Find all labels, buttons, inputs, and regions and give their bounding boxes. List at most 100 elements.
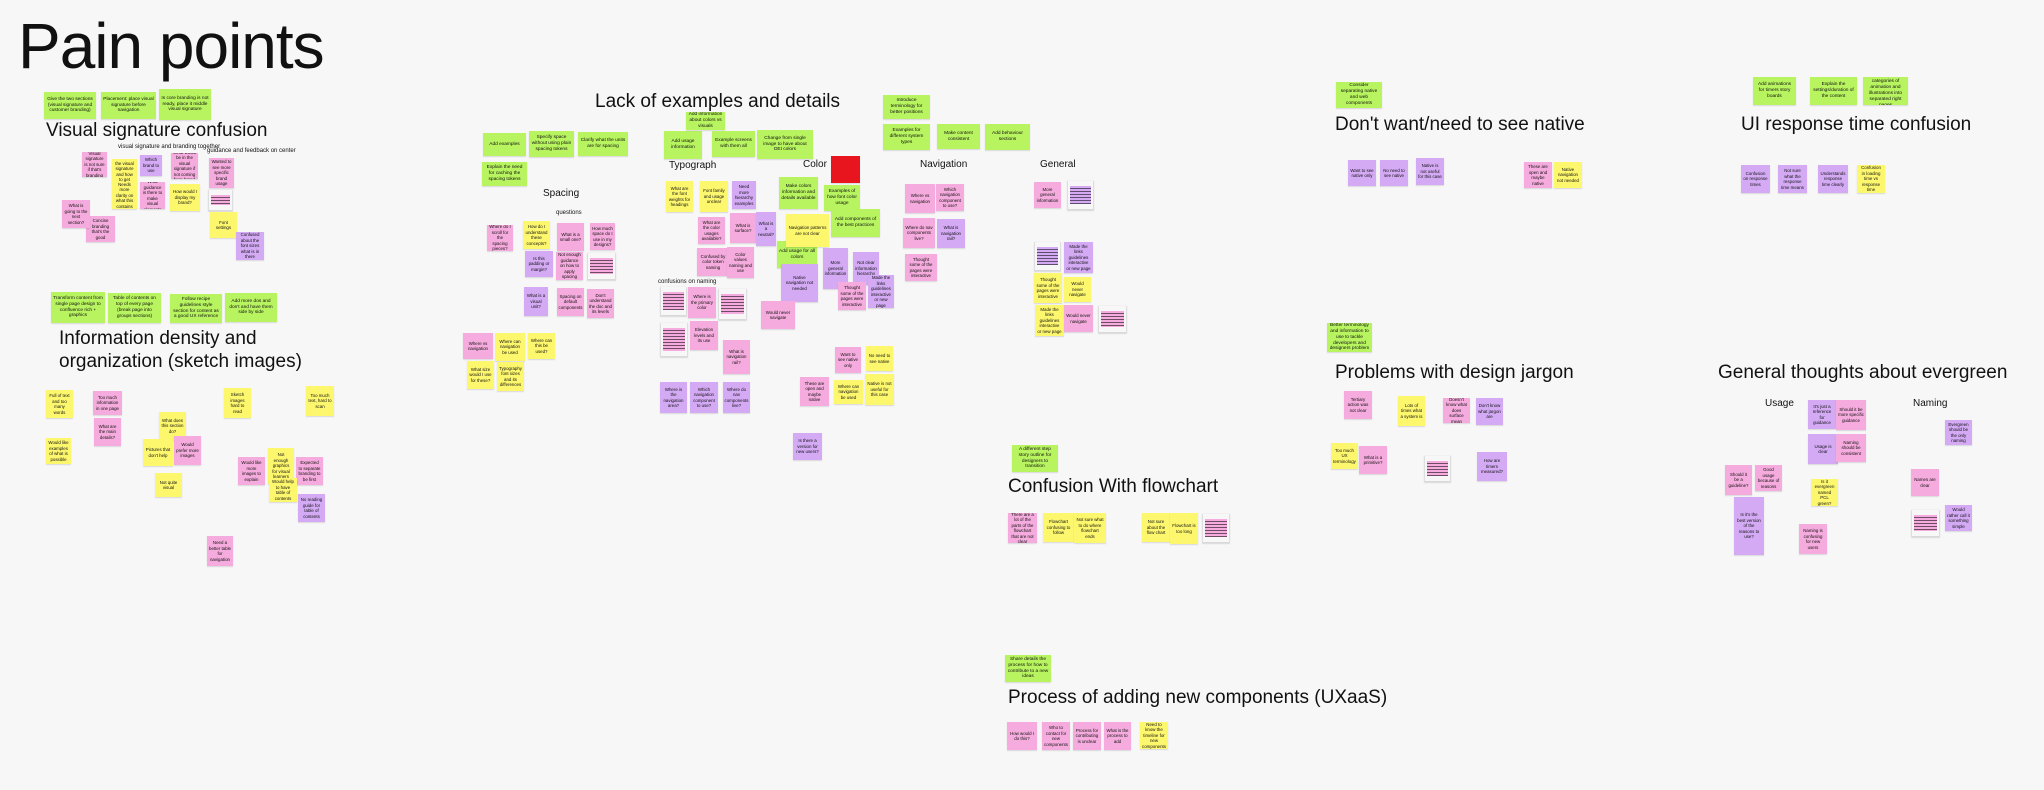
sticky-note-t-what-are-the[interactable]: What are the color usages available? xyxy=(698,217,725,244)
sticky-note-t-ui-2[interactable]: Not sure what the response time means xyxy=(1778,165,1807,193)
red-color-swatch[interactable] xyxy=(831,156,860,183)
sticky-note-t-would-never[interactable]: Would never navigate xyxy=(1064,305,1093,332)
sticky-note-t-usage-colors[interactable] xyxy=(660,322,688,357)
sticky-note-t-id-9[interactable]: Sketch images hard to read xyxy=(224,388,251,418)
sticky-note-t-gt-4[interactable]: It's just a reference for guidance xyxy=(1808,400,1836,429)
sticky-note-le-g3[interactable]: Clarify what the units are for spacing xyxy=(578,132,628,156)
sticky-note-t-pc-2[interactable]: Who to contact for new components xyxy=(1042,722,1070,750)
sticky-note-t-gt-1[interactable]: Should it be a guideline? xyxy=(1725,465,1752,495)
sticky-note-t-what-is-visual[interactable]: What is a visual unit? xyxy=(524,287,548,316)
sticky-note-t-native-not[interactable]: Native is not useful for this case xyxy=(1416,158,1444,185)
sticky-note-t-info-hierarchy[interactable]: Not clear information hierarchy xyxy=(853,252,879,285)
sticky-note-le-g8[interactable]: Change from single image to have about D… xyxy=(757,130,813,159)
sticky-note-t-these-are[interactable]: These are open and maybe native xyxy=(1524,162,1552,188)
sticky-note-le-g12[interactable]: Add components of the best practices xyxy=(831,209,880,237)
sticky-note-t-pc-1[interactable]: How would I do this? xyxy=(1007,722,1037,750)
sticky-note-t-id-5[interactable]: What does this section do? xyxy=(159,412,186,440)
sticky-note-t-where-is-primary[interactable]: Where is the primary color xyxy=(688,287,716,318)
sticky-note-t-thought-pages[interactable]: Thought some of the pages were interacti… xyxy=(1034,273,1062,303)
sticky-note-t-these-are[interactable]: These are open and maybe native xyxy=(800,377,829,406)
sticky-note-t-pc-3[interactable]: Process for contributing is unclear xyxy=(1073,722,1101,750)
sticky-note-pc-g1[interactable]: Share details the process for how to con… xyxy=(1005,655,1051,682)
sticky-note-id-g2[interactable]: Table of contents on top of every page (… xyxy=(108,293,161,323)
sticky-note-vs-g1[interactable]: Give the two sections (visual signature … xyxy=(44,92,96,119)
sticky-note-le-g5[interactable]: Add usage information xyxy=(664,131,702,159)
sticky-note-t-native-nav[interactable]: Native navigation not needed xyxy=(781,264,818,302)
sticky-note-vs-g2[interactable]: Placement: place visual signature before… xyxy=(101,92,156,119)
sticky-note-dw-g1[interactable]: Consider separating native and web compo… xyxy=(1336,82,1382,108)
sticky-note-t-ui-4[interactable]: Confusion in loading time vs response ti… xyxy=(1857,165,1885,193)
sticky-note-t-visual-sig[interactable]: Visual signature is not sure if that's b… xyxy=(82,152,107,177)
sticky-note-t-how-much[interactable] xyxy=(208,189,233,211)
sticky-note-ui-g2[interactable]: Explain the settings/duration of the con… xyxy=(1810,77,1857,105)
sticky-note-t-ui-3[interactable]: Understands response time clearly xyxy=(1818,165,1848,193)
sticky-note-t-cf-4[interactable]: Not sure about the flow chart xyxy=(1142,513,1170,542)
sticky-note-t-display[interactable]: How would I display my brand? xyxy=(170,184,200,211)
sticky-note-t-no-need[interactable]: No need to see native xyxy=(1380,160,1408,186)
sticky-note-t-elevation[interactable]: Elevation levels and its use xyxy=(690,321,718,350)
sticky-note-t-gt-12[interactable]: Is there a version for new users? xyxy=(793,433,822,460)
sticky-note-t-concise-branding[interactable]: Concise branding that's the good xyxy=(86,216,115,242)
sticky-note-t-spacing[interactable]: Spacing on default components xyxy=(557,288,584,316)
sticky-note-t-gt-3[interactable]: Is it's the best version of the reasons … xyxy=(1734,497,1764,555)
sticky-note-t-made-for[interactable]: Made the links guidelines interactive or… xyxy=(1064,242,1093,273)
sticky-note-t-what-is-small[interactable]: What is a small one? xyxy=(557,223,584,251)
sticky-note-t-gt-6[interactable]: Usage is clear xyxy=(1808,434,1838,464)
sticky-note-id-g3[interactable]: Follow recipe guidelines style section f… xyxy=(170,294,222,323)
sticky-note-t-native-nav[interactable]: Native navigation not needed xyxy=(1554,162,1582,188)
sticky-note-t-brand-vs[interactable] xyxy=(660,286,687,316)
sticky-note-t-want-to[interactable]: Want to see native only xyxy=(835,347,861,373)
sticky-note-t-what-nav[interactable]: What is navigation rail? xyxy=(937,219,965,248)
sticky-note-t-dj-7[interactable] xyxy=(1424,455,1451,482)
sticky-note-t-id-16[interactable]: Need a better table for navigation xyxy=(207,536,233,566)
sticky-note-t-id-2[interactable]: Too much information in one page xyxy=(93,391,122,415)
sticky-note-t-cf-1[interactable]: There are a lot of the parts of the flow… xyxy=(1008,513,1037,543)
sticky-note-t-scroll[interactable]: Where do I scroll for the spacing pieces… xyxy=(487,225,513,251)
sticky-note-t-where-nav[interactable]: Where do nav components live? xyxy=(723,382,750,413)
sticky-note-t-gt-11[interactable]: Would rather call it something simple xyxy=(1945,505,1972,531)
sticky-note-cf-g1[interactable]: A different step story outline for desig… xyxy=(1012,445,1058,472)
sticky-note-t-which-nav[interactable]: Which navigation component to use? xyxy=(690,382,718,413)
sticky-note-le-g10[interactable]: Examples of how font color usage xyxy=(824,185,860,211)
sticky-note-t-gt-5[interactable]: Should it be more specific guidance xyxy=(1836,400,1866,430)
sticky-note-t-is-this[interactable]: Is this padding or margin? xyxy=(525,251,553,277)
sticky-note-t-more-general[interactable]: More general information xyxy=(823,248,848,289)
sticky-note-t-gt-13[interactable]: Names are clear xyxy=(1911,469,1939,496)
sticky-note-t-font[interactable]: Font settings xyxy=(210,212,237,238)
sticky-note-t-id-10[interactable]: Too much text, hard to scan xyxy=(306,386,334,416)
sticky-note-t-id-11[interactable]: Would like more images to explain xyxy=(238,457,265,485)
sticky-note-ui-g3[interactable]: Separate different categories of animati… xyxy=(1863,77,1908,105)
sticky-note-t-where-nav-used[interactable]: Where can navigation be used xyxy=(495,333,525,361)
sticky-note-t-what-size[interactable]: What size would I use for these? xyxy=(467,361,494,389)
sticky-note-t-what-going[interactable]: What is going to the next section? xyxy=(62,200,90,228)
sticky-note-nav-g3[interactable]: Make content consistent xyxy=(937,124,980,149)
sticky-note-t-where-vs-nav[interactable]: Where vs navigation xyxy=(463,333,493,359)
sticky-note-vs-g3[interactable]: Is core branding is not ready, place it … xyxy=(159,89,211,120)
sticky-note-t-what-font-weights[interactable]: What are the font weights for headings xyxy=(666,181,693,212)
sticky-note-t-color-values[interactable]: Color values naming and use xyxy=(727,247,754,278)
sticky-note-t-cf-6[interactable] xyxy=(1202,513,1230,543)
sticky-note-t-guidance[interactable]: What guidance is there to make visual el… xyxy=(140,182,165,209)
sticky-note-t-native-not[interactable]: Native is not useful for this case xyxy=(865,374,894,405)
sticky-note-t-id-7[interactable]: Would prefer more images xyxy=(174,436,201,465)
sticky-note-le-g9[interactable]: Make colors information and details avai… xyxy=(779,177,818,209)
sticky-note-t-id-8[interactable]: Not quite visual xyxy=(155,473,182,497)
sticky-note-t-cf-2[interactable]: Flowchart confusing to follow xyxy=(1043,513,1074,542)
sticky-note-t-thought-pages[interactable] xyxy=(1034,241,1061,271)
sticky-note-t-would-never[interactable]: Would never navigate xyxy=(761,301,795,329)
sticky-note-t-id-14[interactable]: Would help to have table of contents xyxy=(269,478,297,502)
sticky-note-le-g6[interactable]: Add information about colors vs visuals xyxy=(686,112,725,130)
sticky-note-t-which-nav[interactable]: Which navigation component to use? xyxy=(936,184,964,211)
sticky-note-ui-g1[interactable]: Add animations for timers story boards xyxy=(1753,77,1796,105)
sticky-note-t-where-sig[interactable]: Where is the visual signature and how to… xyxy=(112,159,137,184)
sticky-note-t-gt-12[interactable] xyxy=(1911,509,1940,537)
sticky-note-t-how-do[interactable]: How do I understand these concepts? xyxy=(523,221,550,249)
sticky-note-le-g4[interactable]: Explain the need for caching the spacing… xyxy=(482,162,527,186)
sticky-note-t-how-to[interactable] xyxy=(587,252,616,280)
sticky-note-t-gt-9[interactable]: Naming is confusing for new users xyxy=(1799,524,1827,554)
sticky-note-t-wanted[interactable]: Wanted to see more specific brand usage xyxy=(209,158,234,188)
sticky-note-t-ui-1[interactable]: Confusion on response times xyxy=(1741,165,1770,193)
sticky-note-t-would-never[interactable]: Would never navigate xyxy=(1064,277,1091,302)
sticky-note-t-nav-pattern[interactable]: Navigation patterns are not clear xyxy=(786,214,829,247)
sticky-note-t-want-to[interactable]: Want to see native only xyxy=(1348,160,1376,186)
